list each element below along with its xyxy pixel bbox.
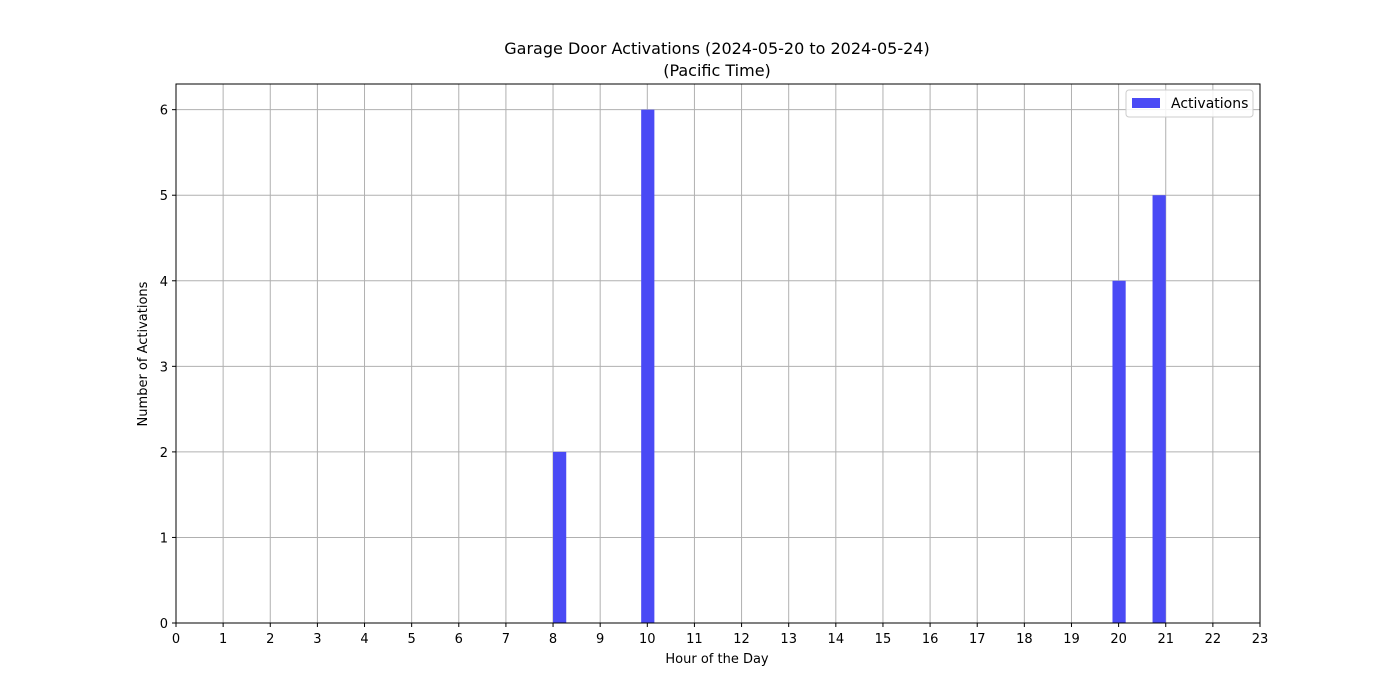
grid	[175, 84, 1261, 624]
x-tick-label: 6	[455, 632, 463, 647]
legend: Activations	[1125, 89, 1254, 118]
x-tick-label: 19	[1063, 632, 1080, 647]
x-tick-label: 12	[733, 632, 750, 647]
bar	[641, 109, 655, 623]
x-tick-label: 22	[1205, 632, 1222, 647]
chart-title-line2: (Pacific Time)	[663, 61, 771, 80]
x-tick-label: 15	[875, 632, 892, 647]
y-tick-label: 6	[160, 104, 168, 119]
x-tick-label: 18	[1016, 632, 1033, 647]
x-tick-label: 7	[502, 632, 510, 647]
x-tick-label: 11	[686, 632, 703, 647]
x-tick-label: 23	[1252, 632, 1269, 647]
x-tick-label: 10	[639, 632, 656, 647]
x-tick-label: 3	[313, 632, 321, 647]
legend-swatch	[1132, 98, 1160, 108]
x-tick-label: 21	[1157, 632, 1174, 647]
x-tick-label: 9	[596, 632, 604, 647]
x-tick-label: 1	[219, 632, 227, 647]
x-tick-label: 4	[360, 632, 368, 647]
x-axis-ticks: 0 1 2 3 4 5 6 7 8 9 10 11 12 13 14 15 16 17 18 19 20 21 22 23	[172, 623, 1268, 647]
x-axis-label: Hour of the Day	[665, 652, 769, 667]
y-tick-label: 3	[160, 360, 168, 375]
x-tick-label: 13	[780, 632, 797, 647]
y-axis-label: Number of Activations	[136, 281, 151, 426]
chart-title-line1: Garage Door Activations (2024-05-20 to 2…	[504, 39, 929, 58]
x-tick-label: 17	[969, 632, 986, 647]
y-axis-ticks: 0 1 2 3 4 5 6	[160, 104, 176, 632]
y-tick-label: 4	[160, 275, 168, 290]
x-tick-label: 20	[1110, 632, 1127, 647]
x-tick-label: 16	[922, 632, 939, 647]
legend-box	[1125, 89, 1254, 118]
y-tick-label: 1	[160, 531, 168, 546]
x-tick-label: 8	[549, 632, 557, 647]
y-tick-label: 0	[160, 617, 168, 632]
x-tick-label: 0	[172, 632, 180, 647]
y-tick-label: 2	[160, 446, 168, 461]
legend-label: Activations	[1171, 96, 1248, 112]
x-tick-label: 14	[828, 632, 845, 647]
bar	[1112, 280, 1126, 623]
x-tick-label: 5	[408, 632, 416, 647]
plot-frame	[175, 83, 1261, 624]
bars	[553, 109, 1166, 623]
y-tick-label: 5	[160, 189, 168, 204]
x-tick-label: 2	[266, 632, 274, 647]
bar	[1152, 195, 1166, 623]
bar	[553, 451, 567, 623]
